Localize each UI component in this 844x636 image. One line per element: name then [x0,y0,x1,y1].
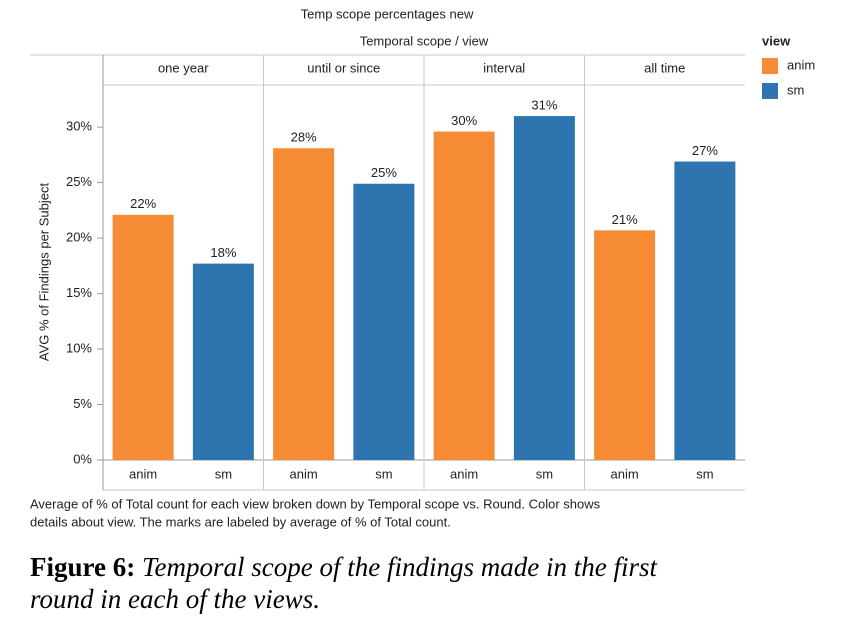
figure-caption-line: round in each of the views. [30,584,320,614]
y-tick-label: 5% [73,396,92,411]
value-label: 22% [130,196,156,211]
y-tick-label: 10% [66,340,92,355]
y-tick-label: 25% [66,174,92,189]
x-tick-label: anim [129,466,157,481]
legend-title: view [762,33,791,48]
legend-swatch [762,58,778,74]
value-label: 18% [210,245,236,260]
bar [273,148,335,461]
caption-line: details about view. The marks are labele… [30,514,451,529]
figure-label: Figure 6: [30,552,135,582]
figure-caption: Figure 6: Temporal scope of the findings… [30,552,658,582]
bar [192,263,254,460]
bar [433,131,495,460]
legend-label: sm [787,82,804,97]
legend-label: anim [787,57,815,72]
y-tick-label: 15% [66,285,92,300]
legend-swatch [762,83,778,99]
x-tick-label: anim [290,466,318,481]
value-label: 31% [531,98,557,113]
x-tick-label: anim [611,466,639,481]
caption-line: Average of % of Total count for each vie… [30,496,601,511]
bar [513,116,575,460]
bar [674,161,736,460]
facet-label: until or since [307,60,380,75]
y-tick-label: 30% [66,119,92,134]
value-label: 21% [612,212,638,227]
facet-label: all time [644,60,685,75]
bar [353,183,415,460]
y-tick-label: 20% [66,230,92,245]
x-tick-label: sm [696,466,713,481]
y-tick-label: 0% [73,451,92,466]
value-label: 28% [291,130,317,145]
y-axis-label: AVG % of Findings per Subject [36,183,51,362]
facet-label: one year [158,60,209,75]
x-tick-label: sm [375,466,392,481]
bar [594,230,656,460]
column-header: Temporal scope / view [360,33,489,48]
x-tick-label: sm [536,466,553,481]
bar [112,214,174,460]
figure-caption-line: Temporal scope of the findings made in t… [142,552,658,582]
chart-title: Temp scope percentages new [301,6,474,21]
value-label: 27% [692,143,718,158]
value-label: 30% [451,113,477,128]
x-tick-label: anim [450,466,478,481]
value-label: 25% [371,165,397,180]
x-tick-label: sm [215,466,232,481]
facet-label: interval [483,60,525,75]
